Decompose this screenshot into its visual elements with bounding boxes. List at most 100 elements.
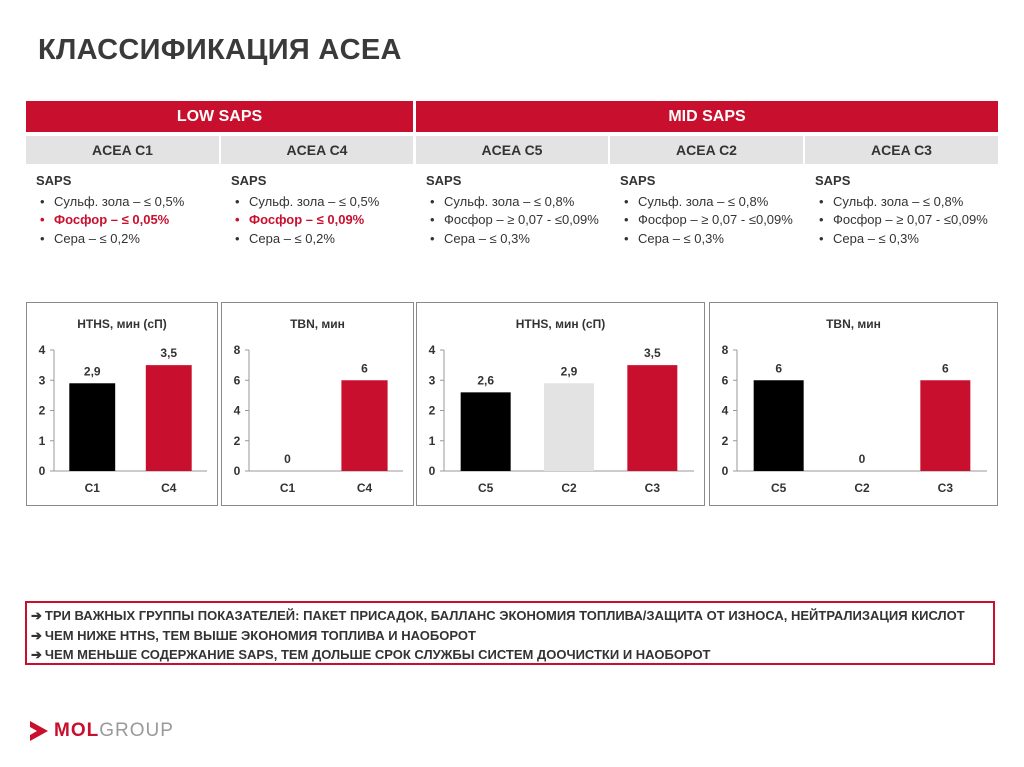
chart-title: HTHS, мин (сП)	[516, 317, 605, 331]
bar-c4	[145, 365, 192, 471]
data-label-c2: 2,9	[561, 364, 578, 378]
y-tick-label: 2	[234, 434, 241, 448]
standard-header-acea-c3: ACEA C3	[805, 136, 998, 164]
chart-hths-low-saps: HTHS, мин (сП) 0 1 2 3 4 2,9 C1 3,5 C4	[26, 302, 218, 506]
bar-c4	[341, 380, 388, 471]
spec-block: SAPS Сульф. зола – ≤ 0,5%Фосфор – ≤ 0,05%…	[36, 172, 215, 248]
y-tick-label: 4	[39, 343, 46, 357]
arrow-right-icon: ➔	[31, 627, 42, 643]
spec-saps-label: SAPS	[36, 173, 72, 188]
y-tick-label: 4	[234, 404, 241, 418]
x-tick-label: C1	[85, 481, 101, 495]
x-tick-label: C1	[280, 481, 296, 495]
spec-item: Сера – ≤ 0,3%	[426, 230, 604, 249]
spec-item: Фосфор – ≥ 0,07 - ≤0,09%	[620, 211, 799, 230]
spec-item: Сера – ≤ 0,2%	[36, 230, 215, 249]
spec-item: Сульф. зола – ≤ 0,5%	[36, 193, 215, 212]
spec-block: SAPS Сульф. зола – ≤ 0,8%Фосфор – ≥ 0,07 …	[426, 172, 604, 248]
chart-title: TBN, мин	[826, 317, 881, 331]
chart-title: HTHS, мин (сП)	[77, 317, 166, 331]
y-tick-label: 6	[722, 373, 729, 387]
spec-item: Сульф. зола – ≤ 0,8%	[620, 193, 799, 212]
logo-group: GROUP	[99, 720, 174, 741]
data-label-c1: 2,9	[84, 364, 101, 378]
standard-header-acea-c2: ACEA C2	[610, 136, 803, 164]
spec-saps-label: SAPS	[620, 173, 656, 188]
bar-c3	[627, 365, 678, 471]
spec-saps-label: SAPS	[815, 173, 851, 188]
spec-list: Сульф. зола – ≤ 0,8%Фосфор – ≥ 0,07 - ≤0…	[620, 193, 799, 249]
arrow-right-icon: ➔	[31, 608, 42, 623]
mol-group-logo: MOLGROUP	[28, 719, 174, 743]
note-line: ➔ ЧЕМ НИЖЕ HTHS, ТЕМ ВЫШЕ ЭКОНОМИЯ ТОПЛИВ…	[31, 626, 989, 646]
y-tick-label: 0	[234, 464, 241, 478]
spec-item: Сульф. зола – ≤ 0,5%	[231, 193, 409, 212]
spec-saps-label: SAPS	[426, 173, 462, 188]
arrow-right-icon: ➔	[31, 647, 42, 662]
data-label-c5: 2,6	[477, 373, 494, 387]
x-tick-label: C3	[645, 481, 661, 495]
spec-block: SAPS Сульф. зола – ≤ 0,8%Фосфор – ≥ 0,07 …	[620, 172, 799, 248]
mol-logo-icon	[30, 721, 48, 741]
spec-item: Фосфор – ≥ 0,07 - ≤0,09%	[815, 211, 994, 230]
bar-c5	[753, 380, 804, 471]
x-tick-label: C2	[854, 481, 870, 495]
group-header-low-saps: LOW SAPS	[26, 101, 413, 132]
data-label-c4: 6	[361, 361, 368, 375]
y-tick-label: 2	[722, 434, 729, 448]
key-notes-box: ➔ ТРИ ВАЖНЫХ ГРУППЫ ПОКАЗАТЕЛЕЙ: ПАКЕТ ПР…	[25, 601, 995, 665]
note-line: ➔ ТРИ ВАЖНЫХ ГРУППЫ ПОКАЗАТЕЛЕЙ: ПАКЕТ ПР…	[31, 606, 989, 626]
data-label-c3: 6	[942, 361, 949, 375]
logo-mol: MOL	[54, 720, 100, 741]
y-tick-label: 1	[39, 434, 46, 448]
note-text: ЧЕМ МЕНЬШЕ СОДЕРЖАНИЕ SAPS, ТЕМ ДОЛЬШЕ С…	[44, 647, 711, 662]
data-label-c5: 6	[775, 361, 782, 375]
spec-item: Сера – ≤ 0,2%	[231, 230, 409, 249]
spec-item: Фосфор – ≤ 0,05%	[36, 211, 215, 230]
spec-list: Сульф. зола – ≤ 0,8%Фосфор – ≥ 0,07 - ≤0…	[426, 193, 604, 249]
spec-item: Фосфор – ≥ 0,07 - ≤0,09%	[426, 211, 604, 230]
y-tick-label: 3	[429, 373, 436, 387]
data-label-c4: 3,5	[160, 346, 177, 360]
bar-c1	[69, 383, 116, 471]
chart-hths-mid-saps: HTHS, мин (сП) 0 1 2 3 4 2,6 C5 2,9 C2 3,5 C3	[416, 302, 705, 506]
standard-header-acea-c4: ACEA C4	[221, 136, 413, 164]
y-tick-label: 0	[722, 464, 729, 478]
note-line: ➔ ЧЕМ МЕНЬШЕ СОДЕРЖАНИЕ SAPS, ТЕМ ДОЛЬШЕ …	[31, 645, 989, 665]
spec-item: Сульф. зола – ≤ 0,8%	[426, 193, 604, 212]
x-tick-label: C3	[938, 481, 954, 495]
spec-saps-label: SAPS	[231, 173, 267, 188]
spec-item: Фосфор – ≤ 0,09%	[231, 211, 409, 230]
spec-item: Сера – ≤ 0,3%	[620, 230, 799, 249]
spec-list: Сульф. зола – ≤ 0,5%Фосфор – ≤ 0,09%Сера…	[231, 193, 409, 249]
chart-tbn-mid-saps: TBN, мин 0 2 4 6 8 6 C5 0 C2 6 C3	[709, 302, 998, 506]
note-text: ТРИ ВАЖНЫХ ГРУППЫ ПОКАЗАТЕЛЕЙ: ПАКЕТ ПРИ…	[44, 608, 965, 623]
bar-c5	[460, 392, 511, 471]
bar-c3	[920, 380, 971, 471]
data-label-c1: 0	[284, 452, 291, 466]
data-label-c3: 3,5	[644, 346, 661, 360]
page-title: КЛАССИФИКАЦИЯ ACEA	[38, 34, 402, 66]
y-tick-label: 8	[722, 343, 729, 357]
y-tick-label: 4	[429, 343, 436, 357]
x-tick-label: C5	[771, 481, 787, 495]
y-tick-label: 0	[429, 464, 436, 478]
y-tick-label: 0	[39, 464, 46, 478]
y-tick-label: 8	[234, 343, 241, 357]
spec-list: Сульф. зола – ≤ 0,5%Фосфор – ≤ 0,05%Сера…	[36, 193, 215, 249]
spec-block: SAPS Сульф. зола – ≤ 0,5%Фосфор – ≤ 0,09%…	[231, 172, 409, 248]
spec-list: Сульф. зола – ≤ 0,8%Фосфор – ≥ 0,07 - ≤0…	[815, 193, 994, 249]
chart-tbn-low-saps: TBN, мин 0 2 4 6 8 0 C1 6 C4	[221, 302, 414, 506]
standard-header-acea-c5: ACEA C5	[416, 136, 608, 164]
y-tick-label: 1	[429, 434, 436, 448]
spec-block: SAPS Сульф. зола – ≤ 0,8%Фосфор – ≥ 0,07 …	[815, 172, 994, 248]
y-tick-label: 6	[234, 373, 241, 387]
spec-item: Сера – ≤ 0,3%	[815, 230, 994, 249]
y-tick-label: 2	[39, 404, 46, 418]
x-tick-label: C2	[561, 481, 577, 495]
y-tick-label: 2	[429, 404, 436, 418]
y-tick-label: 4	[722, 404, 729, 418]
x-tick-label: C4	[161, 481, 177, 495]
note-text: ЧЕМ НИЖЕ HTHS, ТЕМ ВЫШЕ ЭКОНОМИЯ ТОПЛИВА…	[44, 627, 476, 643]
group-header-mid-saps: MID SAPS	[416, 101, 998, 132]
